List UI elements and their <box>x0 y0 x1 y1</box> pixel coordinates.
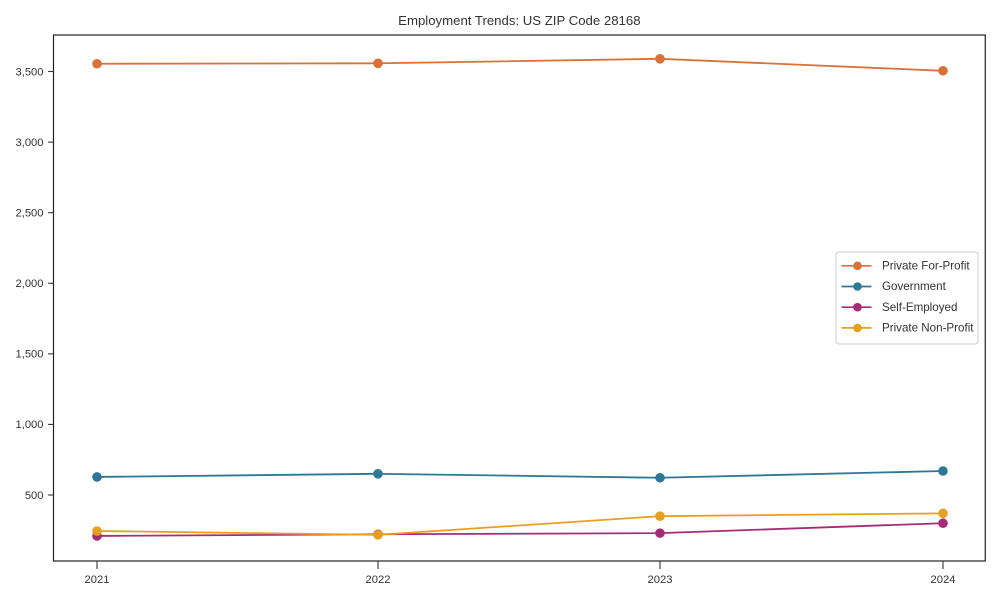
svg-text:2,500: 2,500 <box>16 208 44 220</box>
svg-text:Government: Government <box>882 280 947 293</box>
svg-text:Private Non-Profit: Private Non-Profit <box>882 322 974 335</box>
svg-text:Self-Employed: Self-Employed <box>882 301 957 314</box>
svg-text:3,000: 3,000 <box>16 137 44 149</box>
svg-text:2022: 2022 <box>366 574 391 586</box>
svg-text:500: 500 <box>25 490 44 502</box>
svg-text:2024: 2024 <box>931 574 956 586</box>
svg-text:2021: 2021 <box>85 574 110 586</box>
svg-text:1,000: 1,000 <box>16 419 44 431</box>
svg-text:1,500: 1,500 <box>16 349 44 361</box>
svg-text:2023: 2023 <box>648 574 673 586</box>
svg-text:Private For-Profit: Private For-Profit <box>882 260 970 273</box>
svg-text:2,000: 2,000 <box>16 278 44 290</box>
svg-text:3,500: 3,500 <box>16 67 44 79</box>
